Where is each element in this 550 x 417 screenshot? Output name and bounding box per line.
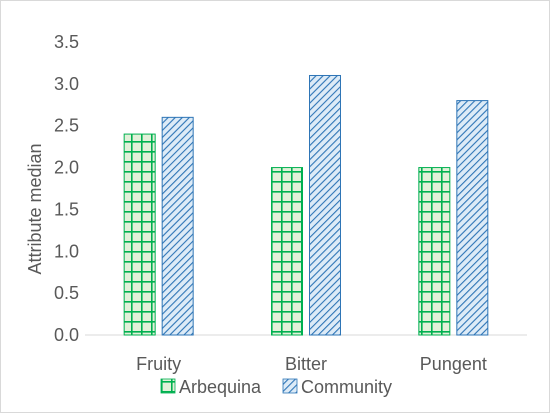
legend-item-arbequina: Arbequina bbox=[160, 377, 262, 397]
y-tick-labels: 0.0 0.5 1.0 1.5 2.0 2.5 3.0 3.5 bbox=[54, 32, 79, 345]
x-tick-label: Pungent bbox=[420, 354, 487, 374]
y-axis-label: Attribute median bbox=[25, 143, 45, 274]
y-tick-label: 0.5 bbox=[54, 283, 79, 303]
x-tick-labels: Fruity Bitter Pungent bbox=[136, 354, 487, 374]
legend-swatch bbox=[160, 378, 176, 394]
x-tick-label: Bitter bbox=[285, 354, 327, 374]
y-tick-label: 3.0 bbox=[54, 74, 79, 94]
bar-community-fruity bbox=[161, 116, 194, 336]
bar-arbequina-fruity bbox=[123, 133, 156, 336]
y-tick-label: 1.0 bbox=[54, 241, 79, 261]
bar-community-bitter bbox=[309, 74, 341, 336]
bars-group bbox=[123, 74, 489, 336]
legend-swatch bbox=[282, 378, 298, 394]
bar-arbequina-bitter bbox=[271, 167, 303, 336]
y-tick-label: 0.0 bbox=[54, 325, 79, 345]
x-tick-label: Fruity bbox=[136, 354, 181, 374]
bar-community-pungent bbox=[456, 100, 489, 336]
bar-arbequina-pungent bbox=[418, 167, 451, 336]
legend-label: Arbequina bbox=[179, 377, 262, 397]
legend: Arbequina Community bbox=[160, 377, 392, 397]
y-tick-label: 2.5 bbox=[54, 116, 79, 136]
y-tick-label: 1.5 bbox=[54, 199, 79, 219]
y-tick-label: 2.0 bbox=[54, 158, 79, 178]
legend-label: Community bbox=[301, 377, 392, 397]
legend-item-community: Community bbox=[282, 377, 392, 397]
y-tick-label: 3.5 bbox=[54, 32, 79, 52]
